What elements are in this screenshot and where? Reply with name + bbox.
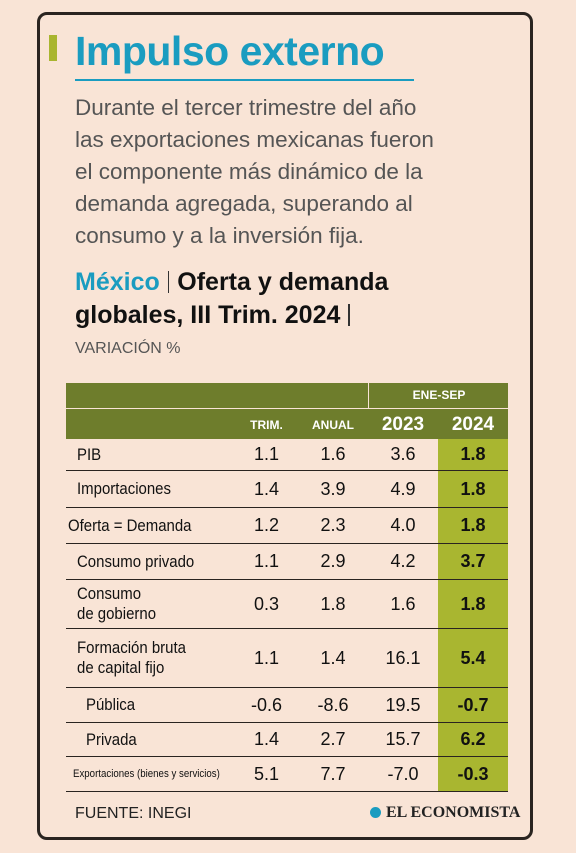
cell: 4.9 (390, 478, 416, 499)
row-label-line: de gobierno (77, 604, 157, 623)
separator (167, 271, 170, 293)
row-label: Consumo de gobierno (77, 580, 156, 628)
column-header: 2024 (451, 414, 495, 435)
cell: 6.2 (438, 723, 508, 756)
title: Impulso externo (75, 28, 385, 74)
subtitle: México Oferta y demanda globales, III Tri… (75, 266, 388, 332)
unit-label: VARIACIÓN % (75, 340, 181, 357)
cell: 4.0 (390, 515, 416, 535)
cell: 3.9 (320, 478, 346, 499)
row-label-line: Consumo (77, 584, 142, 603)
accent-bar (49, 35, 57, 61)
table: ENE-SEP TRIM. ANUAL 2023 2024 PIB 1.1 1.6 3.6 1… (66, 383, 508, 792)
row-label: Consumo privado (77, 544, 194, 579)
intro-line: consumo y a la inversión fija. (75, 223, 364, 248)
cell: 19.5 (385, 694, 421, 715)
row-label-line: Privada (86, 729, 137, 749)
cell: 1.8 (438, 508, 508, 543)
table-row: Importaciones 1.4 3.9 4.9 1.8 (66, 471, 508, 508)
cell: 4.2 (390, 551, 416, 571)
table-row: Formación bruta de capital fijo 1.1 1.4 16.1… (66, 629, 508, 688)
cell: 1.2 (253, 515, 280, 535)
cell: 1.4 (253, 478, 280, 499)
row-label-line: Importaciones (77, 479, 171, 498)
table-row: Privada 1.4 2.7 15.7 6.2 (66, 723, 508, 757)
cell: 3.6 (390, 444, 416, 464)
subtitle-text: globales, III Trim. 2024 (75, 301, 341, 329)
header-row: TRIM. ANUAL 2023 2024 (66, 409, 508, 439)
logo-icon (370, 807, 381, 818)
logo: EL ECONOMISTA (370, 804, 520, 822)
row-label: Oferta = Demanda (68, 508, 191, 543)
cell: 2.9 (320, 551, 346, 571)
cell: 3.7 (438, 544, 508, 579)
source: FUENTE: INEGI (75, 805, 192, 822)
intro-line: el componente más dinámico de la (75, 159, 423, 184)
cell: -0.7 (438, 688, 508, 722)
subtitle-text: Oferta y demanda (177, 268, 389, 296)
row-label-line: Formación bruta (77, 638, 186, 657)
header-row: ENE-SEP (66, 383, 509, 443)
row-label: Privada (86, 723, 137, 756)
row-label-line: de capital fijo (77, 658, 165, 677)
intro-line: Durante el tercer trimestre del año (75, 95, 417, 120)
row-label: PIB (77, 439, 101, 470)
cell: 1.8 (438, 471, 508, 507)
table-row: PIB 1.1 1.6 3.6 1.8 (66, 439, 508, 471)
table-row: Exportaciones (bienes y servicios) 5.1 7.7… (66, 757, 508, 792)
cell: 1.4 (320, 647, 346, 668)
column-header: ANUAL (312, 418, 354, 432)
row-label: Pública (86, 688, 135, 722)
row-label-line: PIB (77, 444, 102, 464)
cell: 1.6 (390, 593, 416, 614)
frame (37, 12, 533, 840)
cell: 2.3 (320, 515, 346, 535)
logo-text: EL ECONOMISTA (386, 804, 521, 821)
cell: 1.1 (253, 647, 280, 668)
row-label-line: Consumo privado (77, 551, 195, 571)
column-header: TRIM. (250, 418, 283, 432)
cell: 1.1 (253, 444, 280, 464)
cell: 15.7 (385, 729, 421, 749)
table-row: Consumo de gobierno 0.3 1.8 1.6 1.8 (66, 580, 508, 629)
column-header: 2023 (381, 414, 425, 435)
cell: 5.1 (253, 763, 280, 784)
cell: -0.3 (438, 757, 508, 791)
row-label: Formación bruta de capital fijo (77, 629, 186, 687)
intro: Durante el tercer trimestre del año las e… (75, 92, 434, 252)
table-row: Consumo privado 1.1 2.9 4.2 3.7 (66, 544, 508, 580)
cell: -7.0 (387, 763, 419, 784)
table-row: Pública -0.6 -8.6 19.5 -0.7 (66, 688, 508, 723)
row-label-line: Pública (86, 695, 136, 714)
cell: 7.7 (320, 763, 346, 784)
cell: 16.1 (385, 647, 421, 668)
title-rule (75, 79, 414, 81)
group-header: ENE-SEP (368, 383, 509, 408)
cell: 0.3 (253, 593, 280, 614)
cell: 1.8 (438, 580, 508, 628)
cell: -0.6 (250, 694, 283, 715)
cell: -8.6 (317, 694, 349, 715)
intro-line: demanda agregada, superando al (75, 191, 413, 216)
cell: 2.7 (320, 729, 346, 749)
cell: 1.6 (320, 444, 346, 464)
separator (348, 304, 350, 326)
row-label-line: Exportaciones (bienes y servicios) (73, 768, 220, 780)
row-label: Exportaciones (bienes y servicios) (73, 757, 220, 791)
intro-line: las exportaciones mexicanas fueron (75, 127, 434, 152)
cell: 1.8 (438, 439, 508, 470)
table-row: Oferta = Demanda 1.2 2.3 4.0 1.8 (66, 508, 508, 544)
row-label-line: Oferta = Demanda (68, 515, 192, 535)
cell: 5.4 (438, 629, 508, 687)
country: México (75, 268, 160, 296)
cell: 1.4 (253, 729, 280, 749)
cell: 1.1 (253, 551, 280, 571)
cell: 1.8 (320, 593, 346, 614)
row-label: Importaciones (77, 471, 171, 507)
